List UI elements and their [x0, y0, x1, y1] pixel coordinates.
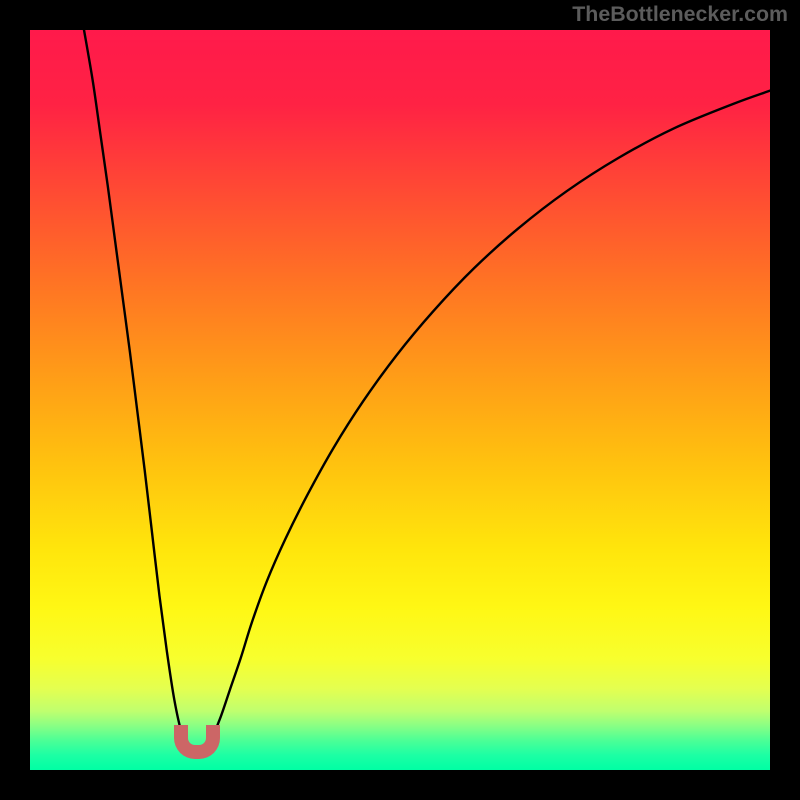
- watermark-label: TheBottlenecker.com: [572, 2, 788, 27]
- bottleneck-gradient-panel: [30, 30, 770, 770]
